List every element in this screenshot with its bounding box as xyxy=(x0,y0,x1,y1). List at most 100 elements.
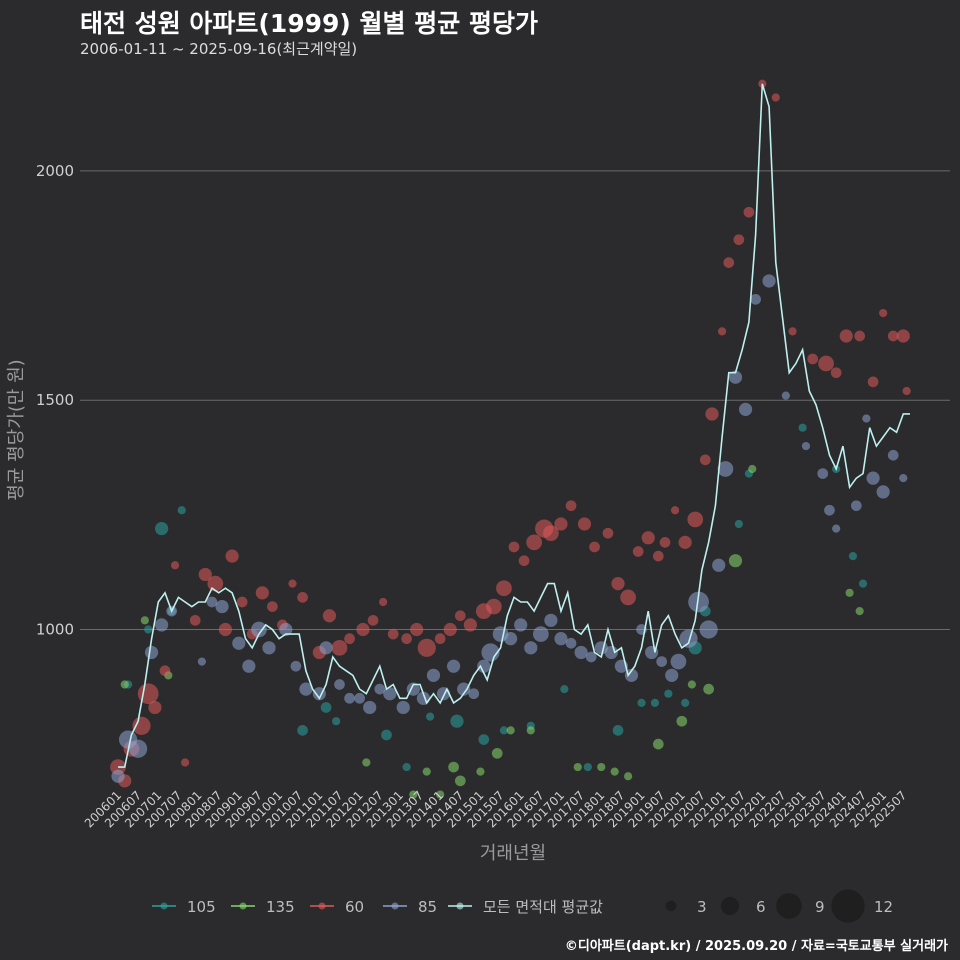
point-85 xyxy=(436,687,451,701)
point-105 xyxy=(734,519,743,529)
point-85 xyxy=(396,700,410,715)
point-85 xyxy=(762,274,776,288)
point-60 xyxy=(887,330,899,342)
point-60 xyxy=(902,386,911,396)
point-85 xyxy=(426,668,441,682)
point-85 xyxy=(481,643,500,662)
point-60 xyxy=(379,597,388,607)
point-60 xyxy=(322,609,337,623)
point-135 xyxy=(409,790,418,799)
point-60 xyxy=(807,353,819,365)
point-85 xyxy=(574,645,588,660)
point-105 xyxy=(560,685,569,694)
point-60 xyxy=(771,93,780,102)
point-85 xyxy=(887,449,899,461)
legend-swatch-60 xyxy=(318,902,326,910)
point-60 xyxy=(159,665,171,677)
point-60 xyxy=(401,633,412,645)
point-105 xyxy=(450,714,464,728)
point-60 xyxy=(670,506,680,515)
point-60 xyxy=(207,575,224,592)
point-60 xyxy=(198,567,212,582)
legend-size-circle xyxy=(831,889,865,923)
point-60 xyxy=(331,639,348,656)
point-135 xyxy=(748,464,757,474)
point-60 xyxy=(137,683,159,705)
point-60 xyxy=(788,327,797,336)
point-60 xyxy=(699,454,711,466)
point-85 xyxy=(383,687,397,701)
point-60 xyxy=(543,525,559,542)
legend-size-label: 12 xyxy=(874,898,893,916)
point-105 xyxy=(402,762,411,772)
point-60 xyxy=(705,407,719,421)
legend-size-label: 3 xyxy=(697,898,707,916)
point-85 xyxy=(750,293,761,305)
point-60 xyxy=(743,206,755,218)
point-85 xyxy=(728,370,743,384)
average-line-layer xyxy=(118,83,910,768)
point-85 xyxy=(801,441,811,451)
point-85 xyxy=(899,474,908,483)
legend-size-circle xyxy=(720,896,740,916)
point-60 xyxy=(170,561,180,570)
point-85 xyxy=(129,739,148,758)
point-85 xyxy=(299,682,313,696)
point-85 xyxy=(524,641,538,655)
legend-swatch-avg xyxy=(456,902,464,910)
point-105 xyxy=(297,725,308,736)
point-105 xyxy=(381,729,392,741)
point-85 xyxy=(319,641,333,655)
point-60 xyxy=(678,535,692,549)
point-60 xyxy=(225,549,239,563)
point-60 xyxy=(867,376,879,388)
point-60 xyxy=(602,527,614,539)
point-105 xyxy=(144,625,153,634)
point-135 xyxy=(728,554,743,568)
y-tick-label: 2000 xyxy=(36,162,74,180)
point-85 xyxy=(585,651,597,663)
point-85 xyxy=(717,461,734,477)
point-85 xyxy=(781,391,790,400)
point-60 xyxy=(818,355,834,372)
point-135 xyxy=(454,775,466,787)
point-60 xyxy=(830,367,842,379)
point-85 xyxy=(624,668,639,682)
point-60 xyxy=(896,329,910,343)
legend-label-135: 135 xyxy=(266,898,295,916)
point-135 xyxy=(491,747,503,759)
point-60 xyxy=(267,601,278,612)
legend-swatch-85 xyxy=(391,902,399,910)
point-85 xyxy=(446,659,461,673)
point-135 xyxy=(703,683,714,695)
point-135 xyxy=(476,767,485,776)
point-85 xyxy=(862,414,871,423)
point-85 xyxy=(197,657,206,666)
point-85 xyxy=(262,641,276,655)
point-60 xyxy=(652,550,664,562)
y-axis-label: 평균 평당가(만 원) xyxy=(6,359,27,500)
point-60 xyxy=(589,541,600,553)
legend-label-85: 85 xyxy=(418,898,437,916)
point-135 xyxy=(597,762,606,772)
point-85 xyxy=(679,629,698,648)
point-60 xyxy=(659,537,671,548)
legend-label-avg: 모든 면적대 평균값 xyxy=(483,898,603,916)
legend-label-105: 105 xyxy=(187,898,216,916)
point-60 xyxy=(717,327,727,336)
legend-size-label: 9 xyxy=(815,898,825,916)
point-105 xyxy=(664,689,673,698)
point-105 xyxy=(681,698,690,707)
point-135 xyxy=(448,761,459,773)
point-85 xyxy=(457,682,471,696)
point-60 xyxy=(387,628,399,640)
point-60 xyxy=(454,610,466,622)
point-85 xyxy=(242,659,256,673)
point-85 xyxy=(604,645,618,660)
point-60 xyxy=(288,579,297,588)
point-105 xyxy=(499,726,509,735)
point-85 xyxy=(232,636,246,650)
point-105 xyxy=(426,712,435,721)
point-60 xyxy=(526,534,542,551)
average-line xyxy=(118,83,910,768)
